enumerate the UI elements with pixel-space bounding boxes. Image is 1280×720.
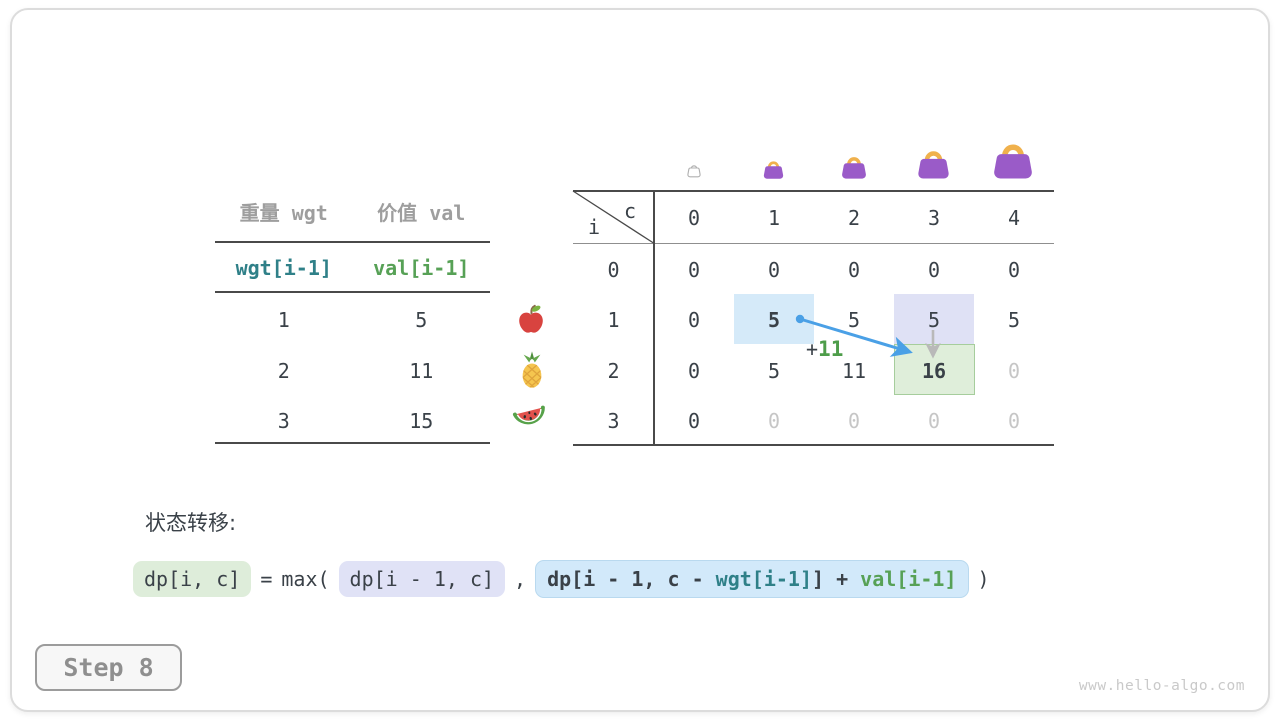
formula-arg2: dp[i - 1, c - wgt[i-1]] + val[i-1] bbox=[535, 560, 969, 598]
dp-cell-3-3: 0 bbox=[927, 409, 941, 433]
corner-row-label: i bbox=[588, 215, 601, 239]
dp-cell-3-4: 0 bbox=[1007, 409, 1021, 433]
items-table-line-top bbox=[215, 241, 490, 243]
formula-arg2-val: val[i-1] bbox=[860, 567, 957, 591]
formula-arg1: dp[i - 1, c] bbox=[338, 561, 506, 597]
dp-cell-2-3: 16 bbox=[921, 359, 947, 383]
items-row-2: 2 11 bbox=[215, 357, 490, 385]
row-header-0: 0 bbox=[607, 258, 620, 282]
formula-arg2-wgt: wgt[i-1] bbox=[715, 567, 812, 591]
formula-lhs: dp[i, c] bbox=[133, 561, 252, 597]
row-header-2: 2 bbox=[607, 359, 620, 383]
items-table-var-row: wgt[i-1] val[i-1] bbox=[215, 254, 490, 282]
row-header-1: 1 bbox=[607, 308, 620, 332]
gain-plus-sign: + bbox=[806, 337, 819, 361]
dp-cell-0-2: 0 bbox=[847, 258, 861, 282]
items-row-3: 3 15 bbox=[215, 407, 490, 435]
formula-arg2-prefix: dp[i - 1, c - bbox=[547, 567, 716, 591]
transition-label: 状态转移: bbox=[145, 511, 237, 535]
col-header-3: 3 bbox=[927, 206, 941, 230]
dp-cell-2-2: 11 bbox=[841, 359, 867, 383]
items-table-header: 重量 wgt 价值 val bbox=[215, 197, 490, 225]
col-header-4: 4 bbox=[1007, 206, 1021, 230]
item1-value: 5 bbox=[415, 308, 428, 332]
items-header-value: 价值 val bbox=[377, 200, 466, 225]
dp-table-line-vertical bbox=[653, 190, 655, 445]
gain-value: 11 bbox=[818, 337, 844, 361]
val-var-label: val[i-1] bbox=[373, 256, 470, 280]
wgt-var-label: wgt[i-1] bbox=[235, 256, 332, 280]
transition-formula: dp[i, c] = max( dp[i - 1, c] , dp[i - 1,… bbox=[133, 560, 990, 598]
col-header-1: 1 bbox=[767, 206, 781, 230]
formula-max-open: max( bbox=[281, 567, 330, 591]
gain-annotation: +11 bbox=[806, 337, 843, 361]
dp-cell-0-1: 0 bbox=[767, 258, 781, 282]
step-badge: Step 8 bbox=[35, 644, 182, 691]
bag-xlarge-icon bbox=[990, 138, 1036, 183]
bag-outline-icon bbox=[686, 162, 702, 182]
item2-value: 11 bbox=[409, 359, 434, 383]
dp-cell-0-3: 0 bbox=[927, 258, 941, 282]
dp-cell-2-1: 5 bbox=[767, 359, 781, 383]
bag-large-icon bbox=[915, 146, 952, 183]
bag-small-icon bbox=[762, 158, 785, 183]
col-header-0: 0 bbox=[687, 206, 701, 230]
formula-comma: , bbox=[514, 567, 527, 591]
items-header-weight: 重量 wgt bbox=[239, 200, 328, 225]
row-header-3: 3 bbox=[607, 409, 620, 433]
pineapple-icon bbox=[518, 350, 546, 394]
dp-cell-1-1: 5 bbox=[767, 308, 781, 332]
dp-table-line-bottom bbox=[573, 444, 1054, 446]
watermelon-icon bbox=[512, 404, 548, 438]
dp-table-line-top bbox=[573, 190, 1054, 192]
item3-weight: 3 bbox=[277, 409, 290, 433]
formula-equals: = bbox=[260, 567, 273, 591]
dp-cell-2-4: 0 bbox=[1007, 359, 1021, 383]
item2-weight: 2 bbox=[277, 359, 290, 383]
formula-arg2-mid: ] + bbox=[812, 567, 861, 591]
dp-cell-2-0: 0 bbox=[687, 359, 701, 383]
items-row-1: 1 5 bbox=[215, 306, 490, 334]
dp-cell-1-0: 0 bbox=[687, 308, 701, 332]
col-header-2: 2 bbox=[847, 206, 861, 230]
dp-table-line-header bbox=[573, 243, 1054, 245]
item3-value: 15 bbox=[409, 409, 434, 433]
watermark: www.hello-algo.com bbox=[1078, 678, 1245, 694]
dp-cell-3-2: 0 bbox=[847, 409, 861, 433]
corner-col-label: c bbox=[624, 199, 637, 223]
dp-cell-0-4: 0 bbox=[1007, 258, 1021, 282]
dp-cell-3-1: 0 bbox=[767, 409, 781, 433]
dp-cell-3-0: 0 bbox=[687, 409, 701, 433]
items-table-line-bottom bbox=[215, 442, 490, 444]
bag-medium-icon bbox=[840, 153, 868, 183]
item1-weight: 1 bbox=[277, 308, 290, 332]
dp-cell-1-3: 5 bbox=[927, 308, 941, 332]
dp-cell-1-4: 5 bbox=[1007, 308, 1021, 332]
formula-close-paren: ) bbox=[977, 567, 990, 591]
apple-icon bbox=[516, 303, 546, 339]
items-table-line-mid bbox=[215, 291, 490, 293]
dp-cell-0-0: 0 bbox=[687, 258, 701, 282]
